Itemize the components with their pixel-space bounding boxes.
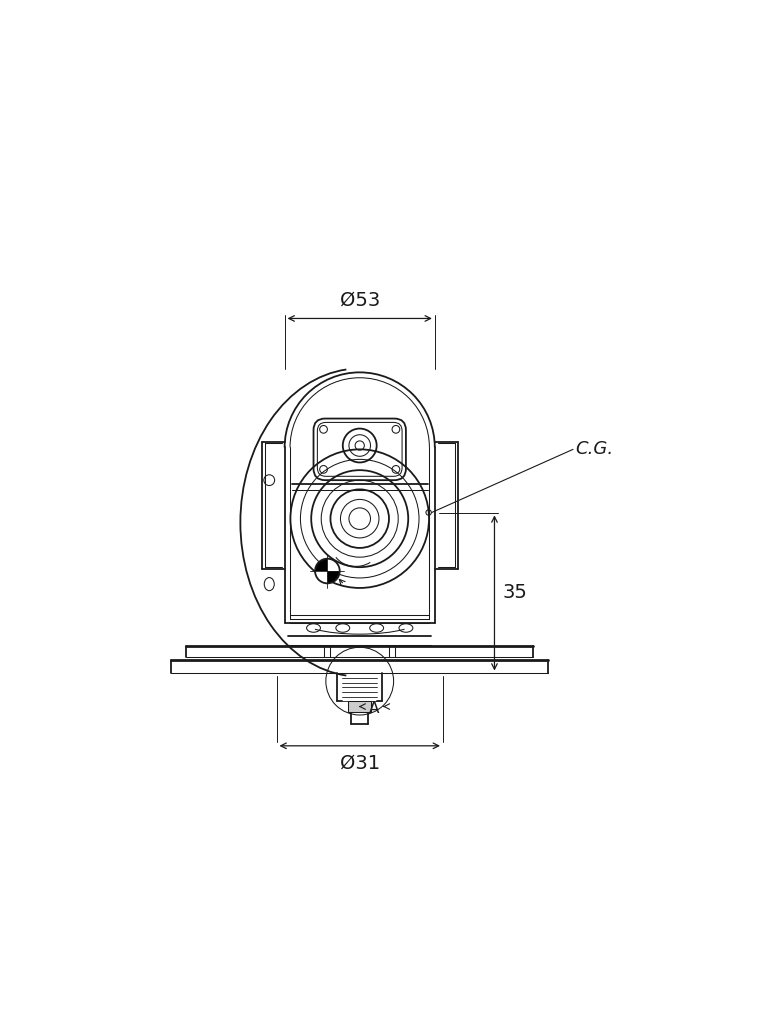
- Text: A: A: [369, 700, 379, 716]
- Text: Ø31: Ø31: [339, 754, 380, 772]
- Wedge shape: [327, 571, 339, 584]
- Text: Ø53: Ø53: [339, 290, 380, 309]
- Wedge shape: [315, 559, 327, 571]
- Text: C.G.: C.G.: [575, 440, 614, 459]
- Circle shape: [315, 559, 339, 584]
- Text: 35: 35: [502, 584, 527, 602]
- Bar: [348, 701, 371, 712]
